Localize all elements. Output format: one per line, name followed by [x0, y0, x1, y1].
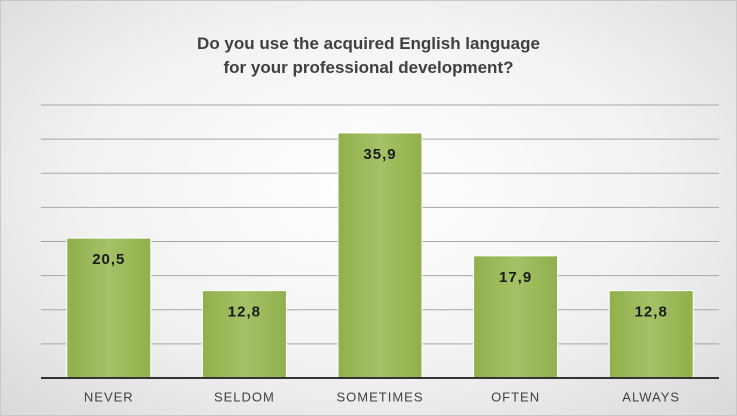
bar [608, 290, 694, 379]
x-tick-label: NEVER [84, 389, 134, 404]
x-tick-label: SOMETIMES [336, 389, 423, 404]
data-label: 35,9 [363, 146, 396, 163]
data-label: 12,8 [635, 304, 668, 321]
chart-title: Do you use the acquired English language… [197, 34, 540, 77]
data-label: 17,9 [499, 269, 532, 286]
bar [201, 290, 287, 379]
bar [66, 237, 152, 379]
data-label: 12,8 [228, 304, 261, 321]
x-tick-label: OFTEN [491, 389, 540, 404]
x-tick-label: SELDOM [214, 389, 275, 404]
x-tick-label: ALWAYS [622, 389, 680, 404]
data-label: 20,5 [92, 251, 125, 268]
bar [473, 255, 559, 379]
bar [337, 132, 423, 379]
